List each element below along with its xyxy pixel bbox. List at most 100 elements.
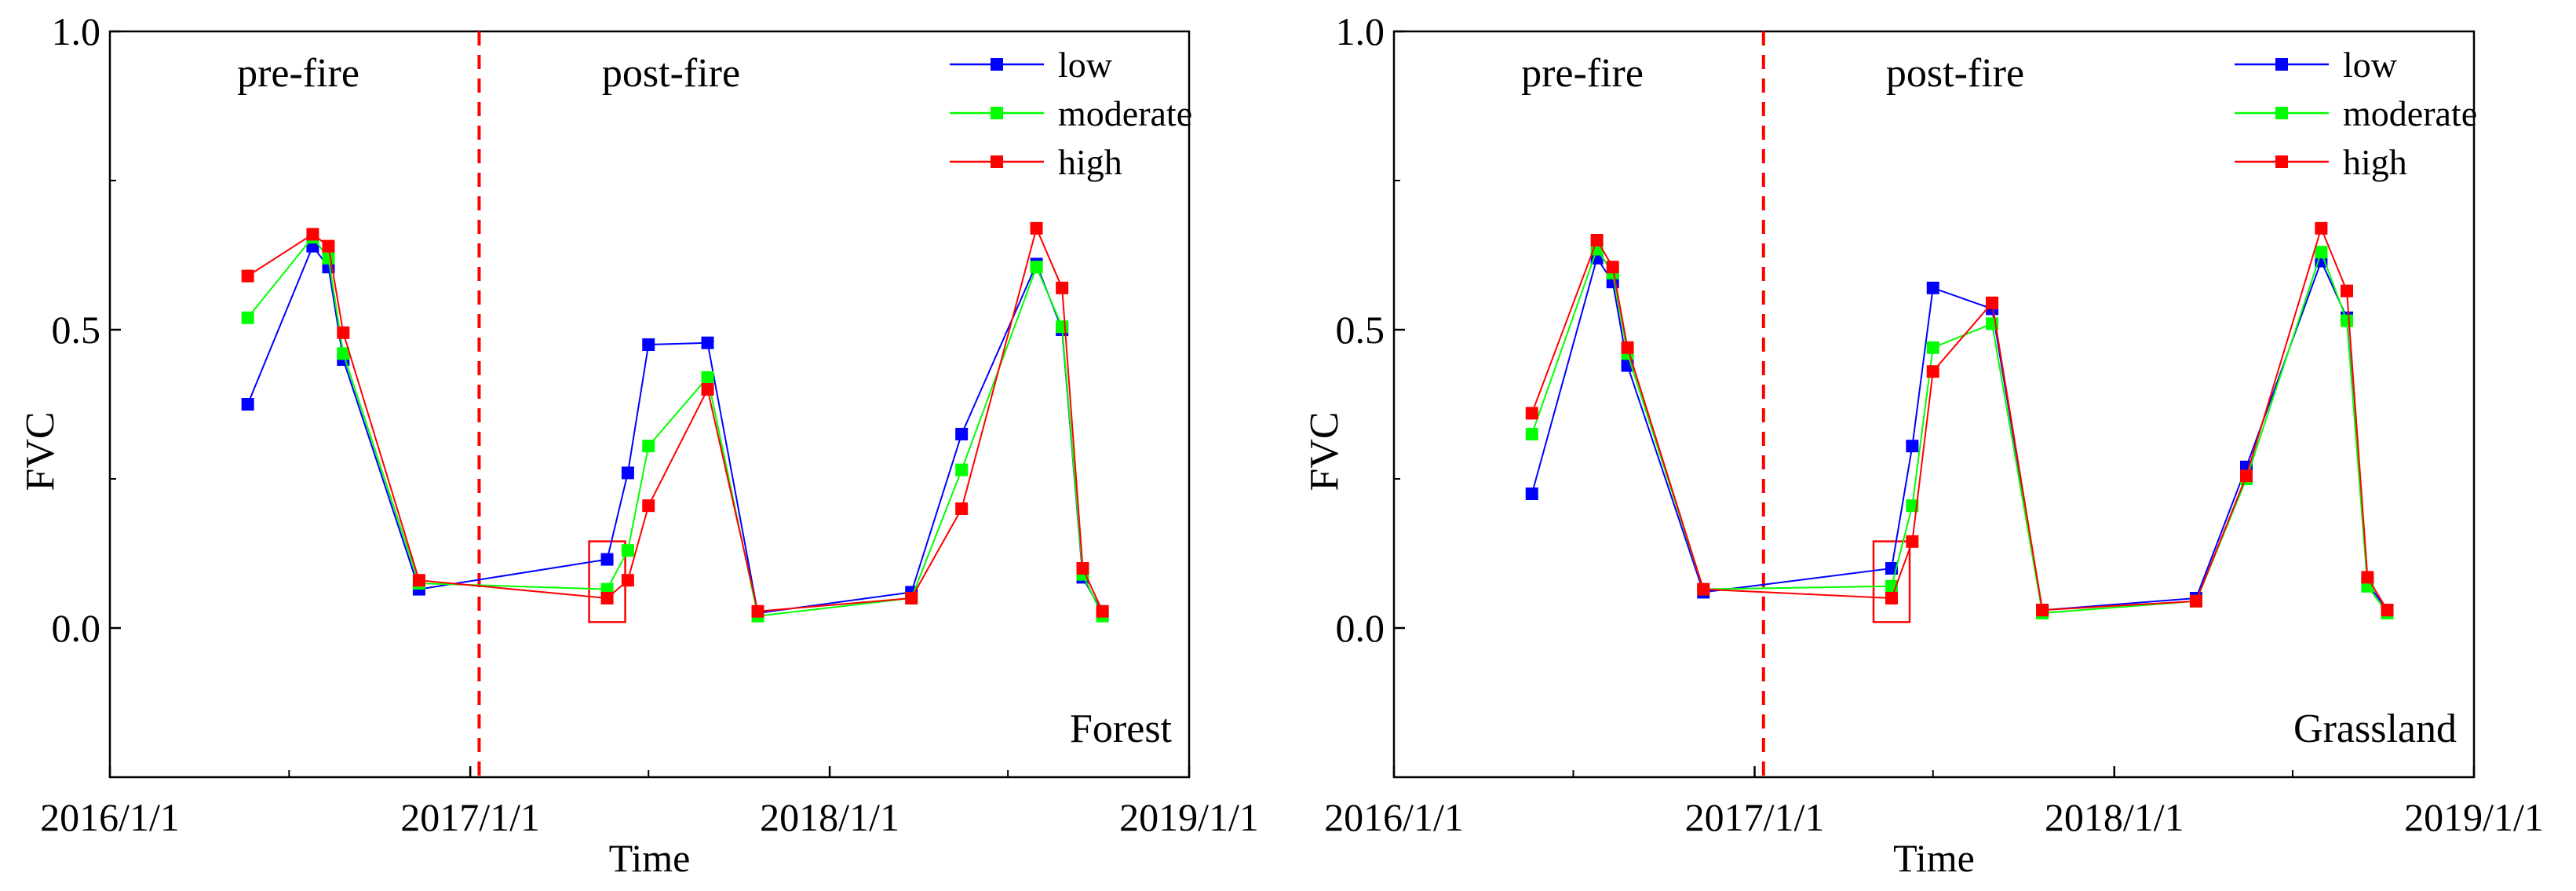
data-point-high: [2189, 594, 2202, 608]
legend-label-high: high: [2343, 142, 2407, 182]
x-tick-label: 2018/1/1: [760, 795, 899, 839]
post-fire-label: post-fire: [1886, 51, 2024, 96]
y-axis-label: FVC: [18, 411, 63, 491]
data-point-high: [1030, 221, 1043, 235]
data-point-low: [600, 553, 614, 566]
data-point-moderate: [337, 347, 350, 360]
series-line-moderate: [246, 236, 1104, 617]
data-point-high: [701, 383, 714, 396]
data-point-high: [241, 269, 254, 283]
data-point-high: [337, 326, 350, 339]
data-point-high: [1986, 296, 1999, 309]
data-point-high: [2361, 571, 2374, 584]
y-tick-label: 1.0: [1336, 9, 1385, 53]
data-point-high: [1926, 365, 1939, 378]
data-point-high: [1906, 535, 1919, 548]
data-point-high: [322, 239, 335, 253]
data-point-low: [1926, 281, 1939, 294]
data-point-moderate: [701, 371, 714, 384]
data-point-high: [2341, 284, 2354, 298]
data-point-high: [1525, 407, 1538, 420]
y-axis-label: FVC: [1302, 411, 1347, 491]
x-tick-label: 2017/1/1: [1685, 795, 1825, 839]
data-point-moderate: [241, 311, 254, 324]
legend-label-high: high: [1058, 142, 1122, 182]
y-tick-label: 0.5: [1336, 308, 1385, 352]
data-point-moderate: [642, 440, 655, 453]
forest-panel: 0.0 0.5 1.0 2016/1/1 2017/1/1 2018/1/1 2019/1/…: [18, 9, 1259, 880]
data-point-low: [701, 336, 714, 349]
data-point-high: [1590, 234, 1604, 246]
data-point-moderate: [1906, 499, 1919, 513]
data-point-moderate: [322, 251, 335, 265]
grassland-panel: 0.0 0.5 1.0 2016/1/1 2017/1/1 2018/1/1 2019/1/…: [1302, 9, 2544, 880]
pre-fire-label: pre-fire: [1521, 51, 1644, 96]
panel-label: Forest: [1070, 707, 1173, 751]
data-point-low: [241, 398, 254, 411]
data-point-moderate: [1525, 428, 1538, 440]
data-point-high: [2381, 604, 2394, 617]
x-axis-label: Time: [609, 836, 691, 880]
series-line-low: [246, 244, 1104, 615]
x-tick-label: 2018/1/1: [2045, 795, 2184, 839]
data-point-moderate: [1056, 320, 1069, 334]
y-tick-label: 1.0: [52, 9, 101, 53]
data-point-high: [1885, 592, 1899, 604]
data-point-high: [2036, 604, 2049, 617]
y-tick-label: 0.5: [52, 308, 101, 352]
data-point-high: [1606, 261, 1619, 274]
legend-marker-high: [2275, 155, 2288, 168]
x-tick-label: 2019/1/1: [1119, 795, 1259, 839]
highlight-box: [1872, 540, 1911, 623]
data-point-high: [955, 502, 969, 515]
x-tick-label: 2016/1/1: [1324, 795, 1464, 839]
series-line-moderate: [1531, 247, 2388, 615]
legend-label-moderate: moderate: [2343, 93, 2477, 133]
data-point-high: [751, 604, 764, 618]
series-line-low: [1531, 256, 2388, 612]
data-point-moderate: [1926, 341, 1939, 354]
data-point-high: [2239, 469, 2253, 483]
series-line-high: [1531, 225, 2388, 612]
pre-fire-label: pre-fire: [237, 51, 359, 96]
data-point-moderate: [621, 544, 634, 557]
data-point-high: [1056, 281, 1069, 294]
series-line-high: [247, 225, 1104, 612]
legend-marker-low: [2275, 58, 2288, 71]
data-point-moderate: [1030, 261, 1043, 274]
data-point-moderate: [2341, 314, 2354, 327]
x-tick-label: 2017/1/1: [400, 795, 540, 839]
data-point-low: [621, 466, 634, 480]
data-point-high: [600, 592, 614, 604]
data-point-high: [621, 574, 634, 587]
legend-marker-moderate: [991, 107, 1003, 119]
data-point-moderate: [2315, 246, 2328, 259]
panel-label: Grassland: [2293, 707, 2457, 751]
x-tick-label: 2016/1/1: [40, 795, 180, 839]
data-point-low: [1525, 487, 1538, 500]
legend-label-moderate: moderate: [1058, 93, 1192, 133]
data-point-high: [412, 574, 425, 587]
legend-marker-low: [991, 58, 1003, 71]
legend-marker-high: [991, 155, 1003, 168]
y-tick-label: 0.0: [1336, 606, 1385, 650]
data-point-high: [905, 592, 918, 604]
data-point-high: [306, 228, 319, 241]
data-point-low: [642, 338, 655, 351]
data-point-high: [2315, 221, 2328, 235]
data-point-high: [1096, 604, 1109, 618]
data-point-low: [955, 428, 969, 440]
data-point-low: [1906, 440, 1919, 453]
data-point-moderate: [955, 463, 969, 477]
plot-frame: [108, 30, 1191, 779]
data-point-high: [1621, 341, 1634, 354]
data-point-high: [1697, 582, 1710, 596]
post-fire-label: post-fire: [602, 51, 740, 96]
legend-label-low: low: [1058, 45, 1113, 85]
x-axis-label: Time: [1893, 836, 1975, 880]
legend-marker-moderate: [2275, 107, 2288, 119]
data-point-high: [642, 499, 655, 513]
y-tick-label: 0.0: [52, 606, 101, 650]
legend-label-low: low: [2343, 45, 2398, 85]
